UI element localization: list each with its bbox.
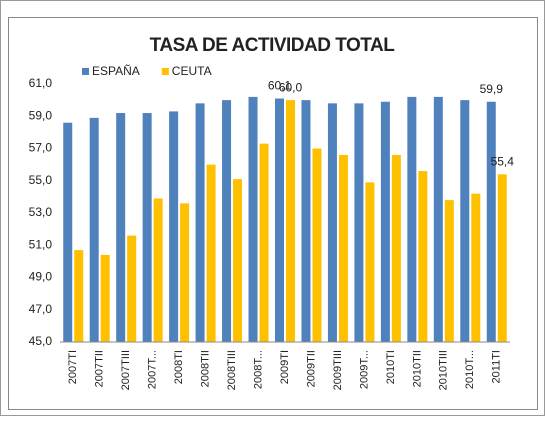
y-tick-label: 47,0 xyxy=(29,302,53,316)
x-tick-label: 2010TII xyxy=(411,350,423,387)
bar xyxy=(74,250,84,342)
bar xyxy=(486,101,496,342)
chart-frame xyxy=(8,17,538,410)
bar xyxy=(444,200,454,342)
data-label: 60,0 xyxy=(279,80,303,94)
x-tick-label: 2010TI xyxy=(385,350,397,384)
x-tick-label: 2009TII xyxy=(305,350,317,387)
bar xyxy=(497,174,507,342)
x-tick-label: 2009T... xyxy=(358,350,370,389)
bar xyxy=(169,111,179,342)
bar xyxy=(116,113,126,343)
bar xyxy=(354,103,364,342)
y-tick-label: 61,0 xyxy=(29,76,53,90)
x-tick-label: 2007T... xyxy=(147,350,159,389)
bar xyxy=(100,254,110,342)
bar xyxy=(407,96,417,343)
bar xyxy=(301,100,311,342)
bar xyxy=(180,203,190,342)
data-label: 60,1 xyxy=(268,79,292,93)
bar xyxy=(327,103,337,342)
bar xyxy=(89,117,99,342)
x-tick-label: 2007TIII xyxy=(120,350,132,390)
bar xyxy=(153,198,163,342)
data-label: 55,4 xyxy=(491,154,515,168)
x-tick-label: 2007TI xyxy=(67,350,79,384)
bar xyxy=(275,98,284,342)
bar xyxy=(248,96,258,343)
bar xyxy=(233,179,243,342)
x-tick-label: 2010T... xyxy=(464,350,476,389)
legend-swatch xyxy=(161,68,169,75)
y-tick-label: 51,0 xyxy=(29,237,53,251)
bar xyxy=(195,103,205,342)
bar xyxy=(433,96,443,343)
legend-swatch xyxy=(82,68,89,75)
data-label: 59,9 xyxy=(480,82,504,96)
y-tick-label: 57,0 xyxy=(29,141,53,155)
x-tick-label: 2011TI xyxy=(491,350,503,383)
bar xyxy=(338,154,348,342)
bar xyxy=(312,148,322,342)
x-tick-label: 2008T... xyxy=(252,350,264,389)
bar xyxy=(418,171,428,342)
x-tick-label: 2009TI xyxy=(279,350,291,384)
bar xyxy=(471,193,481,342)
bar xyxy=(206,164,216,342)
bar xyxy=(380,101,390,342)
y-tick-label: 55,0 xyxy=(29,173,53,187)
bar xyxy=(391,154,401,342)
bar xyxy=(222,100,232,342)
x-tick-label: 2009TIII xyxy=(332,350,344,390)
y-tick-label: 45,0 xyxy=(29,334,53,348)
legend-label: CEUTA xyxy=(172,64,212,78)
x-tick-label: 2008TII xyxy=(199,350,211,387)
x-tick-label: 2008TI xyxy=(173,350,185,384)
x-tick-label: 2007TII xyxy=(94,350,106,387)
legend-label: ESPAÑA xyxy=(92,64,140,78)
y-tick-label: 59,0 xyxy=(29,108,53,122)
bar xyxy=(142,113,152,343)
bar xyxy=(460,100,470,342)
bar xyxy=(259,143,269,342)
bar xyxy=(127,235,137,342)
chart-title: TASA DE ACTIVIDAD TOTAL xyxy=(150,35,396,56)
y-tick-label: 53,0 xyxy=(29,205,53,219)
y-tick-label: 49,0 xyxy=(29,270,53,284)
x-tick-label: 2010TIII xyxy=(438,350,450,390)
bar xyxy=(63,122,73,342)
x-tick-label: 2008TIII xyxy=(226,350,238,390)
bar xyxy=(286,100,295,342)
bar xyxy=(365,182,375,342)
